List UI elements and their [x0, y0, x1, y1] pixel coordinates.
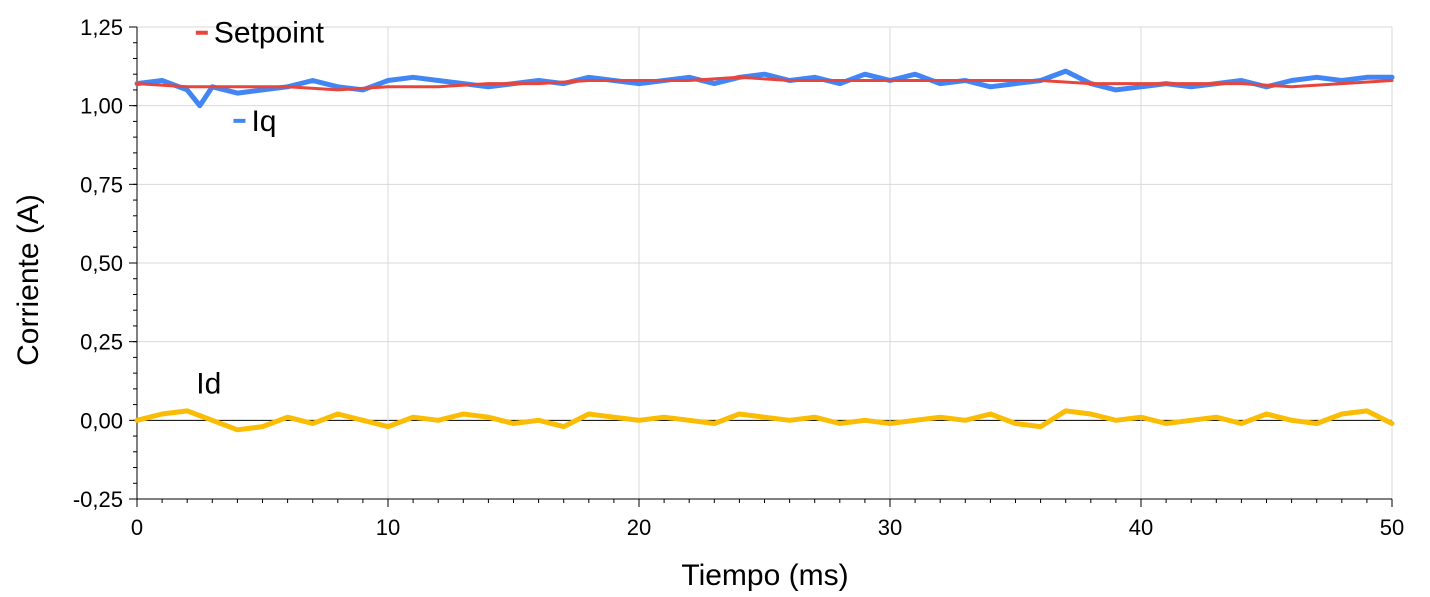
- x-tick-label: 40: [1129, 515, 1153, 540]
- series-line-iq: [134, 68, 1395, 109]
- y-tick-label: 0,00: [80, 408, 123, 433]
- legend-label-id: Id: [196, 368, 221, 401]
- x-tick-label: 50: [1380, 515, 1404, 540]
- y-axis-title: Corriente (A): [12, 194, 45, 366]
- legend-swatch-setpoint: [195, 30, 208, 35]
- y-tick-label: 0,50: [80, 251, 123, 276]
- axes: [129, 26, 1393, 507]
- legend-swatch-iq: [233, 118, 246, 123]
- grid-lines: [136, 26, 1393, 500]
- x-tick-label: 10: [376, 515, 400, 540]
- y-tick-label: 0,25: [80, 330, 123, 355]
- legend-label-setpoint: Setpoint: [214, 17, 325, 50]
- x-tick-label: 20: [627, 515, 651, 540]
- y-tick-label: 0,75: [80, 172, 123, 197]
- tick-labels: -0,25 0,00 0,25 0,50 0,75 1,00 1,25 0 10 20 30 40 50: [73, 15, 1404, 540]
- x-axis-title: Tiempo (ms): [681, 559, 848, 592]
- legend-label-iq: Iq: [251, 105, 276, 138]
- y-tick-label: 1,00: [80, 94, 123, 119]
- series-line-id: [134, 408, 1395, 433]
- series-lines: [134, 68, 1395, 433]
- x-tick-label: 0: [131, 515, 143, 540]
- y-tick-label: 1,25: [80, 15, 123, 40]
- legend: Setpoint Iq Id: [195, 17, 325, 401]
- series-line-setpoint: [135, 75, 1394, 92]
- y-tick-label: -0,25: [73, 487, 123, 512]
- x-tick-label: 30: [878, 515, 902, 540]
